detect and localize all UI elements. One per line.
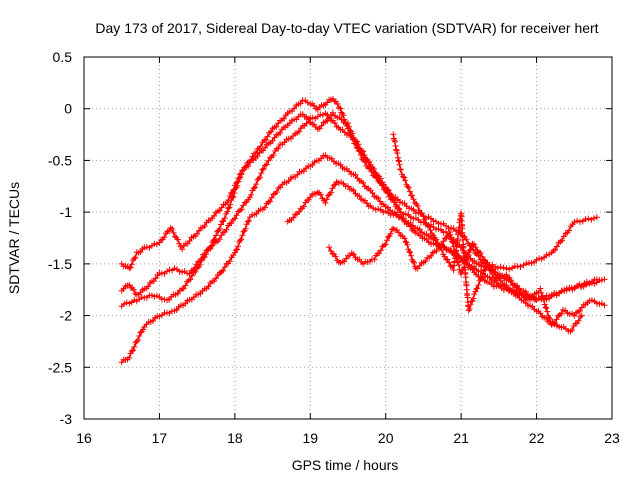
x-tick-label: 22: [529, 430, 545, 446]
chart-title: Day 173 of 2017, Sidereal Day-to-day VTE…: [95, 20, 598, 36]
x-axis-label: GPS time / hours: [292, 457, 399, 473]
x-tick-label: 17: [152, 430, 168, 446]
series-markers: [118, 152, 608, 366]
x-tick-label: 19: [302, 430, 318, 446]
plot-frame: [83, 56, 613, 420]
y-tick-label: -1: [60, 204, 73, 220]
y-tick-label: -2: [60, 308, 73, 324]
grid-lines: [84, 57, 612, 419]
series-track-5: [284, 178, 600, 303]
series-line: [121, 113, 598, 306]
y-axis-label: SDTVAR / TECUs: [6, 182, 22, 294]
data-series: [118, 96, 608, 366]
series-markers: [390, 131, 585, 335]
x-tick-label: 18: [227, 430, 243, 446]
x-tick-label: 23: [604, 430, 620, 446]
y-tick-label: 0: [64, 101, 72, 117]
y-tick-label: -3: [60, 411, 73, 427]
series-markers: [284, 178, 600, 303]
x-tick-label: 16: [76, 430, 92, 446]
series-markers: [118, 109, 600, 310]
series-track-6: [326, 225, 608, 328]
x-tick-label: 21: [453, 430, 469, 446]
series-track-3: [118, 109, 600, 310]
series-track-4: [118, 152, 608, 366]
y-tick-label: 0.5: [53, 49, 73, 65]
y-tick-label: -0.5: [48, 152, 72, 168]
series-track-7: [390, 131, 585, 335]
axis-ticks: 16 17 18 19 20 21 22 23 0.5 0 -0.5 -1 -1.5 -2 -2.5 -3: [48, 49, 620, 446]
series-line: [287, 180, 598, 301]
y-tick-label: -1.5: [48, 256, 72, 272]
x-tick-label: 20: [378, 430, 394, 446]
y-tick-label: -2.5: [48, 359, 72, 375]
